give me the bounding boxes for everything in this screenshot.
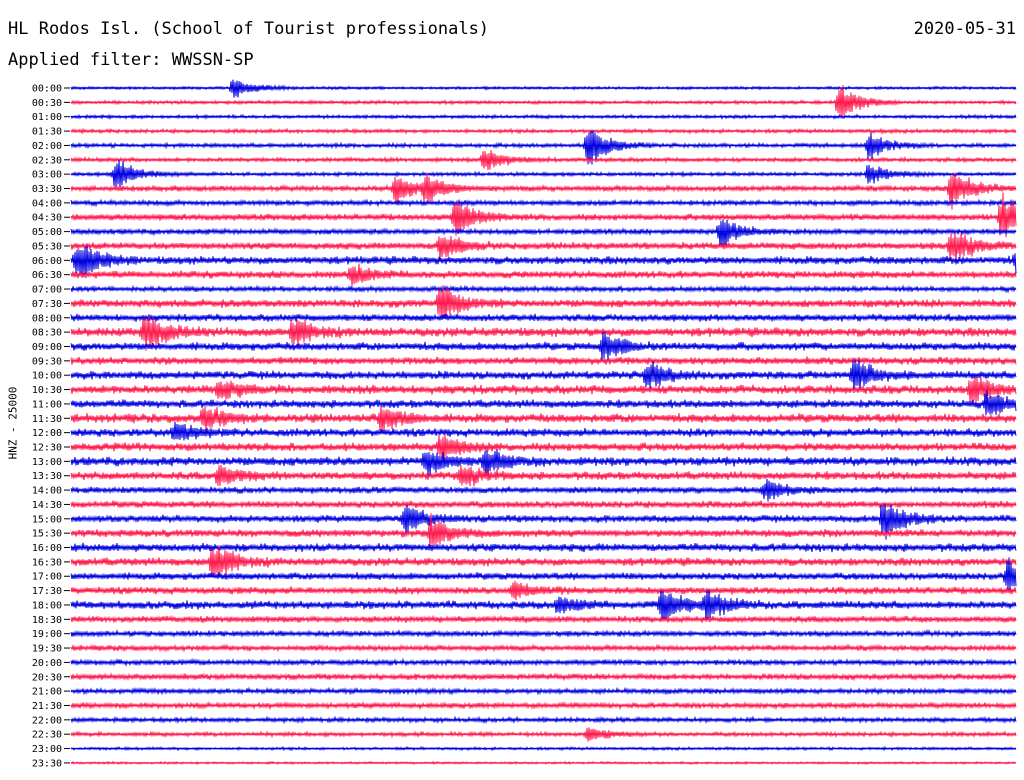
row-time-label: 08:30 xyxy=(32,328,62,339)
row-time-label: 21:30 xyxy=(32,701,62,712)
row-time-label: 13:00 xyxy=(32,457,62,468)
row-time-label: 03:00 xyxy=(32,170,62,181)
trace-row xyxy=(70,389,1017,416)
row-time-label: 06:30 xyxy=(32,270,62,281)
row-time-label: 23:30 xyxy=(32,758,62,769)
row-time-label: 00:00 xyxy=(32,84,62,95)
row-time-label: 05:30 xyxy=(32,241,62,252)
row-time-label: 18:00 xyxy=(32,600,62,611)
row-time-label: 22:30 xyxy=(32,730,62,741)
row-time-label: 01:00 xyxy=(32,112,62,123)
trace-row xyxy=(70,434,1017,463)
row-time-label: 18:30 xyxy=(32,615,62,626)
trace-row xyxy=(70,405,1017,434)
row-time-label: 12:00 xyxy=(32,428,62,439)
row-time-label: 10:30 xyxy=(32,385,62,396)
row-time-label: 16:30 xyxy=(32,557,62,568)
row-time-label: 09:00 xyxy=(32,342,62,353)
row-time-label: 23:00 xyxy=(32,744,62,755)
row-time-label: 17:30 xyxy=(32,586,62,597)
trace-row xyxy=(70,160,1017,187)
row-time-label: 05:00 xyxy=(32,227,62,238)
row-time-label: 16:00 xyxy=(32,543,62,554)
row-time-label: 01:30 xyxy=(32,127,62,138)
row-time-label: 07:00 xyxy=(32,285,62,296)
trace-row xyxy=(70,79,1017,98)
row-time-label: 17:00 xyxy=(32,572,62,583)
row-time-label: 20:30 xyxy=(32,672,62,683)
row-time-label: 03:30 xyxy=(32,184,62,195)
row-time-label: 10:00 xyxy=(32,371,62,382)
row-time-label: 09:30 xyxy=(32,356,62,367)
row-time-label: 08:00 xyxy=(32,313,62,324)
trace-row xyxy=(70,421,1017,441)
row-time-label: 19:00 xyxy=(32,629,62,640)
trace-row xyxy=(70,219,1017,248)
row-time-label: 11:30 xyxy=(32,414,62,425)
row-time-label: 07:30 xyxy=(32,299,62,310)
station-title: HL Rodos Isl. (School of Tourist profess… xyxy=(8,19,490,39)
row-time-label: 12:30 xyxy=(32,443,62,454)
row-time-label: 11:00 xyxy=(32,399,62,410)
row-time-label: 20:00 xyxy=(32,658,62,669)
applied-filter: Applied filter: WWSSN-SP xyxy=(8,50,254,70)
record-date: 2020-05-31 xyxy=(913,19,1016,39)
row-time-label: 04:30 xyxy=(32,213,62,224)
row-time-label: 19:30 xyxy=(32,644,62,655)
row-time-label: 04:00 xyxy=(32,198,62,209)
row-time-label: 06:00 xyxy=(32,256,62,267)
row-time-label: 15:30 xyxy=(32,529,62,540)
row-time-label: 21:00 xyxy=(32,687,62,698)
row-time-label: 02:30 xyxy=(32,155,62,166)
row-time-label: 00:30 xyxy=(32,98,62,109)
row-time-label: 22:00 xyxy=(32,715,62,726)
row-time-label: 13:30 xyxy=(32,471,62,482)
row-time-label: 02:00 xyxy=(32,141,62,152)
row-time-label: 14:00 xyxy=(32,486,62,497)
row-time-label: 14:30 xyxy=(32,500,62,511)
row-time-label: 15:00 xyxy=(32,514,62,525)
